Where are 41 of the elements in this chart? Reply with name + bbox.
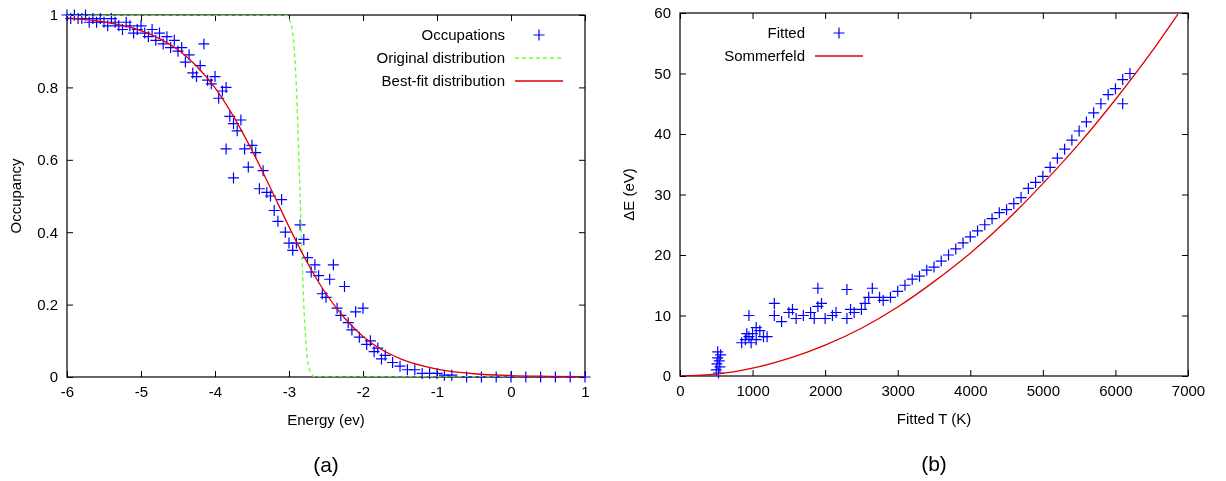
y-tick-label: 0.2: [37, 295, 58, 313]
legend-label: Original distribution: [376, 49, 505, 66]
text: (a): [313, 453, 339, 476]
y-tick-label: 40: [654, 125, 671, 143]
y-tick-label: 0.8: [37, 78, 58, 96]
y-tick-label: 20: [654, 246, 671, 264]
x-tick-label: 7000: [1171, 381, 1206, 399]
y-tick-label: 0: [49, 368, 58, 386]
x-tick-label: -6: [60, 382, 75, 400]
y-tick-label: 50: [654, 64, 671, 82]
x-tick-label: 0: [676, 381, 685, 399]
y-tick-label: 0: [662, 367, 671, 385]
x-tick-label: -4: [208, 382, 223, 400]
x-tick-label: 0: [507, 382, 516, 400]
x-tick-label: 3000: [881, 381, 915, 399]
y-tick-label: 30: [654, 185, 671, 203]
line-series: [680, 13, 1179, 376]
x-tick-label: 1: [581, 382, 590, 400]
x-tick-label: 5000: [1026, 381, 1061, 399]
legend-label: Occupations: [421, 26, 505, 43]
y-tick-label: 0.6: [37, 151, 58, 169]
y-tick-label: 60: [654, 4, 671, 22]
legend-label: Fitted: [767, 24, 805, 41]
y-tick-label: 10: [654, 306, 671, 324]
x-axis-title: Fitted T (K): [896, 410, 972, 427]
y-axis-title: Occupancy: [7, 157, 24, 234]
x-tick-label: 6000: [1099, 381, 1133, 399]
y-tick-label: 0.4: [37, 223, 58, 241]
legend-label: Best-fit distribution: [381, 72, 505, 89]
x-tick-label: -2: [356, 382, 371, 400]
x-tick-label: -1: [430, 382, 445, 400]
y-axis-title: ΔE (eV): [620, 168, 637, 221]
x-axis-title: Energy (ev): [287, 411, 365, 428]
x-tick-label: 1000: [736, 381, 770, 399]
x-tick-label: -5: [134, 382, 149, 400]
x-tick-label: 2000: [808, 381, 843, 399]
x-tick-label: -3: [282, 382, 297, 400]
y-tick-label: 1: [49, 6, 58, 24]
text: (b): [921, 452, 947, 475]
x-tick-label: 4000: [954, 381, 988, 399]
legend-label: Sommerfeld: [724, 47, 805, 64]
